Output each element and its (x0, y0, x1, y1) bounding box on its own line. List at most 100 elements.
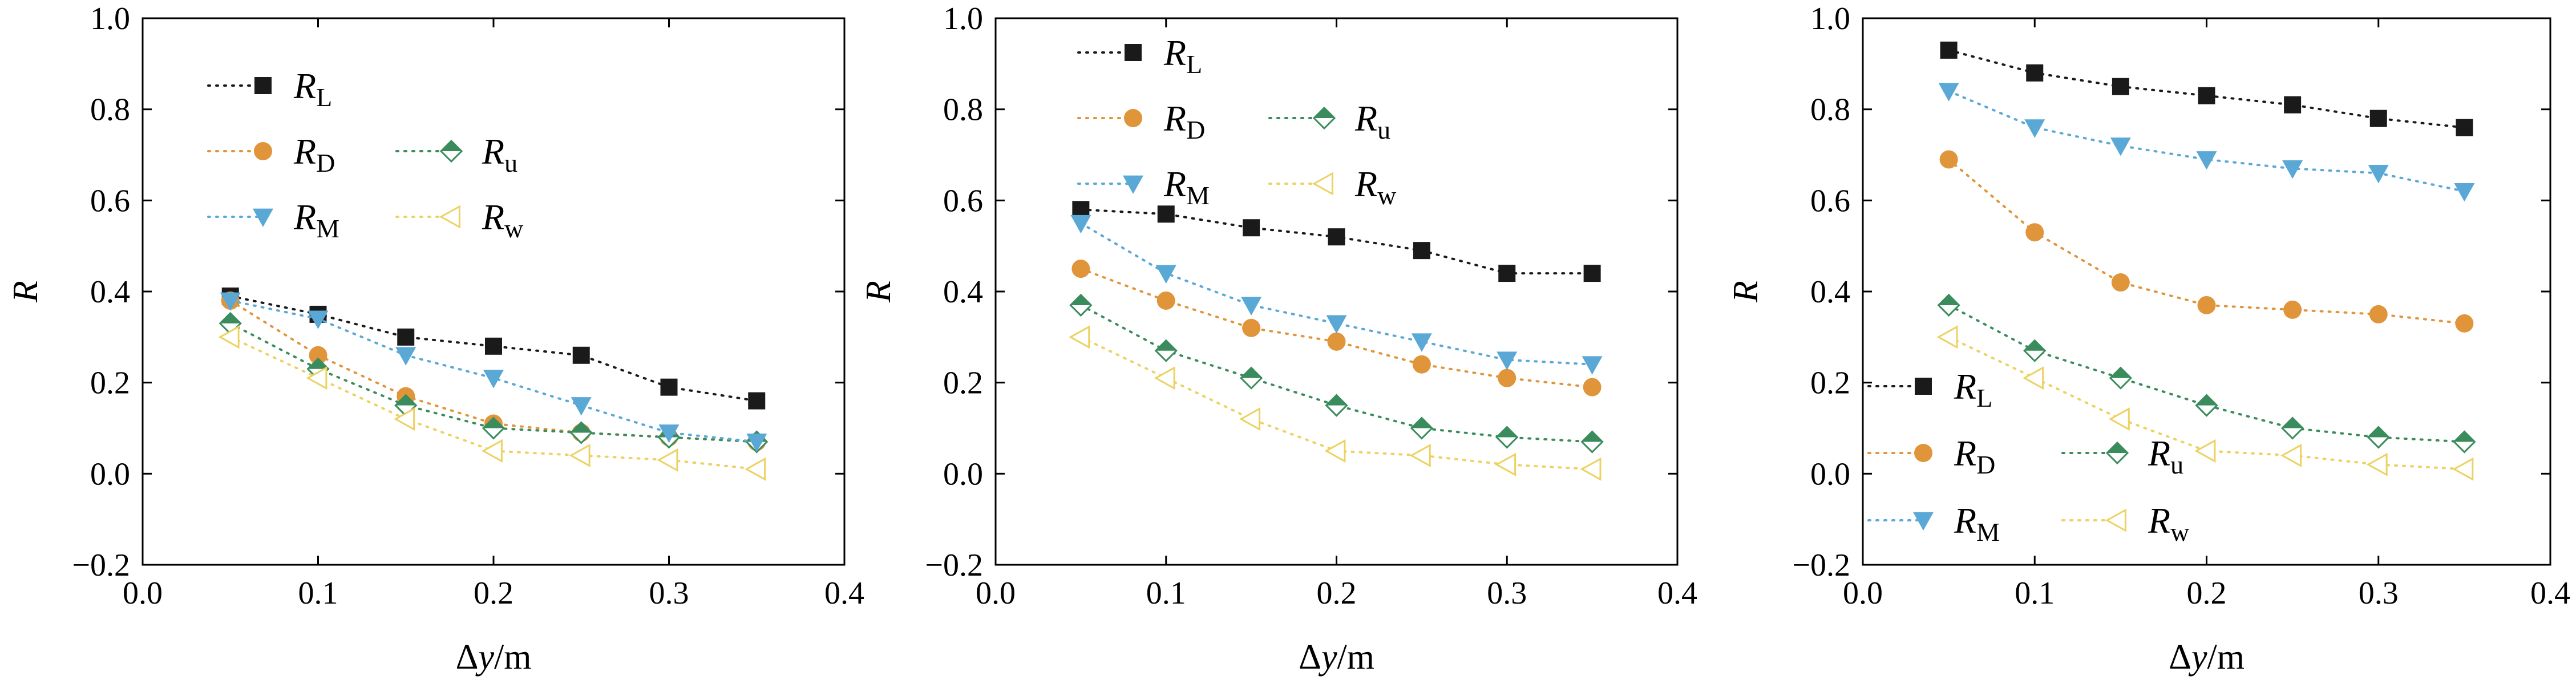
data-point (2284, 96, 2302, 114)
data-point (2024, 119, 2045, 138)
legend-label: RM (1954, 500, 2000, 547)
series-R_L (221, 287, 766, 410)
legend-label: RD (1954, 433, 1995, 479)
data-point (1412, 355, 1431, 374)
legend-marker (1123, 175, 1143, 194)
data-point (2195, 394, 2218, 417)
data-point (1325, 394, 1348, 417)
x-tick-label: 0.4 (824, 576, 864, 611)
data-point (2366, 452, 2388, 476)
legend-label: RD (293, 131, 335, 177)
data-point (395, 347, 416, 366)
y-tick-label: 1.0 (90, 1, 130, 37)
x-axis-title: Δy/m (456, 638, 532, 677)
y-tick-label: 0.0 (1810, 456, 1850, 492)
data-point (2023, 366, 2044, 390)
legend-entry-R_w: Rw (1268, 164, 1397, 210)
y-axis-title: R (859, 281, 898, 303)
data-point (1580, 430, 1604, 454)
data-point (1497, 351, 1518, 370)
legend-label: Ru (482, 131, 517, 177)
legend-marker (254, 77, 272, 94)
series-R_L (1940, 41, 2473, 136)
series-R_M (1070, 215, 1603, 375)
legend-entry-R_D: RD (1867, 433, 1995, 479)
data-point (2281, 416, 2304, 440)
legend-entry-R_D: RD (207, 131, 335, 177)
panel-2: 0.0 0.1 0.2 0.3 0.4−0.20.00.20.40.60.81.0Δy/… (859, 1, 1697, 677)
legend-entry-R_u: Ru (1268, 98, 1390, 144)
x-tick-label: 0.0 (1843, 576, 1883, 611)
legend-entry-R_L: RL (207, 66, 332, 112)
data-point (2112, 78, 2129, 95)
legend-label: RD (1163, 98, 1205, 144)
series-R_L (1072, 201, 1601, 282)
data-point (1495, 426, 1519, 449)
legend-entry-R_D: RD (1077, 98, 1205, 144)
series-R_w (218, 325, 766, 481)
data-point (1154, 339, 1178, 362)
legend-marker (439, 139, 463, 163)
data-point (658, 424, 680, 443)
legend-marker (1312, 106, 1336, 130)
data-point (1583, 378, 1602, 396)
legend-entry-R_w: Rw (395, 197, 524, 243)
data-point (306, 366, 327, 390)
data-point (481, 439, 503, 463)
legend-entry-R_M: RM (207, 197, 339, 243)
x-tick-label: 0.0 (976, 576, 1016, 611)
x-tick-label: 0.4 (1657, 576, 1697, 611)
data-point (2456, 119, 2473, 136)
data-point (1324, 439, 1346, 463)
x-tick-label: 0.1 (1146, 576, 1186, 611)
legend: RL RD Ru RM Rw (207, 66, 524, 243)
x-tick-label: 0.0 (123, 576, 163, 611)
x-axis-title: Δy/m (1299, 638, 1374, 677)
data-point (1939, 150, 1958, 169)
y-tick-label: 0.8 (1810, 92, 1850, 128)
data-point (1240, 366, 1263, 390)
y-tick-label: 0.6 (90, 183, 130, 218)
data-point (572, 346, 590, 364)
legend-entry-R_L: RL (1867, 366, 1992, 412)
legend-marker (1913, 512, 1934, 531)
data-point (571, 397, 592, 416)
series-R_u (1937, 293, 2476, 454)
legend: RL RD Ru RM Rw (1867, 366, 2190, 547)
data-point (1242, 318, 1261, 337)
data-point (1498, 265, 1516, 282)
y-tick-label: 0.8 (90, 92, 130, 128)
legend-marker (2105, 441, 2129, 465)
legend-marker (1125, 44, 1142, 61)
series-R_u (1069, 293, 1604, 454)
y-axis-title: R (1726, 281, 1765, 303)
y-tick-label: 0.4 (943, 274, 983, 310)
series-R_w (1936, 325, 2474, 481)
plot-frame (994, 17, 1679, 566)
legend-entry-R_w: Rw (2061, 500, 2190, 547)
series-R_w (1069, 325, 1602, 481)
data-point (657, 448, 678, 472)
legend-marker (1312, 172, 1333, 196)
data-point (1157, 205, 1175, 223)
data-point (309, 346, 327, 365)
legend-marker (254, 142, 272, 160)
x-tick-label: 0.1 (298, 576, 338, 611)
data-point (2196, 151, 2217, 170)
legend-entry-R_u: Ru (395, 131, 517, 177)
legend-marker (1914, 444, 1932, 462)
legend-marker (1915, 378, 1932, 395)
data-point (397, 328, 415, 346)
data-point (482, 416, 506, 440)
data-point (220, 292, 241, 311)
y-tick-label: 0.4 (1810, 274, 1850, 310)
data-point (2110, 137, 2131, 156)
data-point (1241, 297, 1262, 315)
data-point (2452, 457, 2474, 481)
data-point (2368, 165, 2389, 184)
data-point (2111, 273, 2130, 292)
legend-label: RM (293, 197, 339, 243)
y-tick-label: 0.2 (1810, 366, 1850, 401)
legend-marker (439, 205, 460, 229)
